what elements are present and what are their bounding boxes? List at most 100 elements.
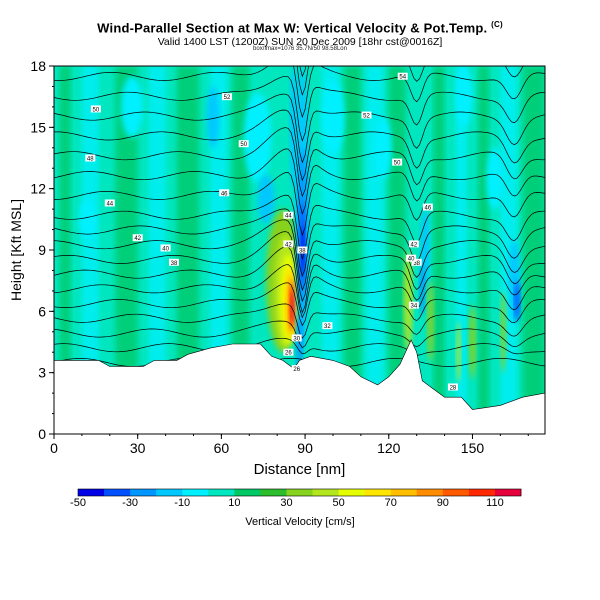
- theta-label-bg: [397, 72, 408, 80]
- colorbar-tick-label: -50: [70, 497, 86, 509]
- colorbar-swatch: [260, 489, 287, 496]
- theta-label: 54: [397, 72, 408, 81]
- theta-label-text: 40: [408, 257, 415, 263]
- colorbar-swatch: [416, 489, 444, 496]
- theta-label-bg: [283, 211, 294, 219]
- chart-title-mark: (C): [491, 20, 503, 29]
- velocity-band: [59, 66, 71, 434]
- theta-label-bg: [422, 203, 433, 211]
- velocity-band: [176, 66, 200, 434]
- theta-contour: [54, 303, 545, 339]
- theta-label: 52: [221, 93, 232, 101]
- theta-label: 26: [283, 348, 294, 357]
- theta-contour: [54, 172, 545, 237]
- colorbar: -50 -30 -10 10 30 50 70 90 110: [70, 488, 522, 509]
- colorbar-swatch: [286, 489, 313, 496]
- colorbar-swatch: [130, 489, 157, 496]
- chart-subtitle-small: box/Imax=1076 35.7N/50 98.58Lon: [253, 46, 347, 52]
- chart-title: Wind-Parallel Section at Max W: Vertical…: [0, 20, 600, 35]
- theta-label-text: 44: [285, 214, 292, 220]
- colorbar-swatch: [364, 489, 392, 496]
- colorbar-swatch: [182, 489, 209, 496]
- theta-label: 42: [132, 234, 143, 242]
- theta-label-text: 54: [399, 75, 406, 81]
- downdraft-core: [514, 280, 520, 322]
- theta-contour: [54, 148, 545, 215]
- theta-label-bg: [392, 158, 403, 166]
- theta-contour: [54, 320, 545, 349]
- y-tick-label: 0: [38, 426, 46, 442]
- theta-label-text: 46: [221, 191, 228, 197]
- theta-label-bg: [283, 348, 294, 356]
- theta-label: 30: [291, 334, 302, 342]
- velocity-band: [388, 66, 406, 434]
- theta-label: 26: [291, 365, 302, 373]
- theta-label-text: 30: [293, 336, 300, 342]
- theta-label: 44: [104, 199, 115, 207]
- theta-label-bg: [90, 105, 101, 113]
- theta-contour: [54, 127, 545, 198]
- colorbar-swatch: [442, 489, 470, 496]
- theta-label-bg: [132, 234, 143, 242]
- theta-contour: [54, 282, 545, 327]
- colorbar-tick-label: 90: [437, 497, 449, 509]
- colorbar-swatch: [312, 489, 339, 496]
- theta-label-text: 32: [324, 324, 331, 330]
- theta-label-bg: [85, 154, 96, 162]
- theta-label-bg: [238, 140, 249, 148]
- colorbar-label: Vertical Velocity [cm/s]: [245, 516, 355, 528]
- downdraft-pocket: [455, 66, 473, 128]
- theta-label-text: 38: [171, 261, 178, 267]
- terrain-mask: [54, 339, 545, 434]
- colorbar-tick-label: 10: [228, 497, 240, 509]
- y-tick-label: 6: [38, 303, 46, 319]
- theta-label-bg: [160, 244, 171, 252]
- y-tick-label: 12: [30, 181, 46, 197]
- theta-label: 50: [90, 105, 101, 113]
- theta-contour: [296, 66, 524, 96]
- downdraft-pocket: [374, 117, 392, 179]
- updraft-streak: [456, 321, 461, 383]
- x-tick-label: 120: [377, 440, 401, 456]
- theta-label-bg: [408, 301, 419, 309]
- theta-label: 32: [322, 322, 333, 330]
- theta-contour: [54, 219, 545, 292]
- downdraft-core: [206, 86, 220, 148]
- theta-label-text: 26: [293, 367, 300, 373]
- colorbar-tick-label: -30: [122, 497, 138, 509]
- colorbar-swatch: [208, 489, 235, 496]
- theta-label-bg: [322, 322, 333, 330]
- y-tick-label: 15: [30, 119, 46, 135]
- updraft-core: [290, 288, 295, 326]
- theta-label: 52: [361, 111, 372, 120]
- theta-label-text: 34: [411, 304, 418, 310]
- theta-label-text: 52: [363, 114, 370, 120]
- colorbar-tick-label: 70: [385, 497, 397, 509]
- theta-label: 38: [297, 246, 308, 255]
- theta-label-text: 38: [299, 249, 306, 255]
- theta-label-text: 50: [240, 142, 247, 148]
- downdraft-core: [296, 313, 303, 371]
- x-tick-label: 90: [297, 440, 313, 456]
- theta-label-bg: [283, 240, 294, 248]
- theta-label-bg: [447, 383, 458, 391]
- theta-label: 42: [408, 240, 419, 248]
- colorbar-tick-label: 110: [486, 497, 504, 509]
- velocity-band: [148, 66, 166, 434]
- theta-label-bg: [411, 258, 422, 266]
- updraft-streak: [500, 290, 506, 373]
- theta-label-text: 48: [87, 157, 94, 163]
- updraft-streak: [427, 280, 434, 363]
- colorbar-swatch: [468, 489, 496, 496]
- theta-contour: [54, 75, 545, 142]
- theta-label-bg: [104, 199, 115, 207]
- velocity-band: [522, 66, 545, 434]
- theta-label-text: 52: [224, 95, 231, 101]
- theta-label-bg: [168, 258, 179, 266]
- theta-label-bg: [291, 365, 302, 373]
- chart-title-text: Wind-Parallel Section at Max W: Vertical…: [97, 20, 488, 36]
- theta-label: 40: [406, 254, 417, 263]
- theta-contour: [54, 337, 545, 356]
- theta-label-bg: [408, 240, 419, 248]
- theta-label-bg: [361, 111, 372, 119]
